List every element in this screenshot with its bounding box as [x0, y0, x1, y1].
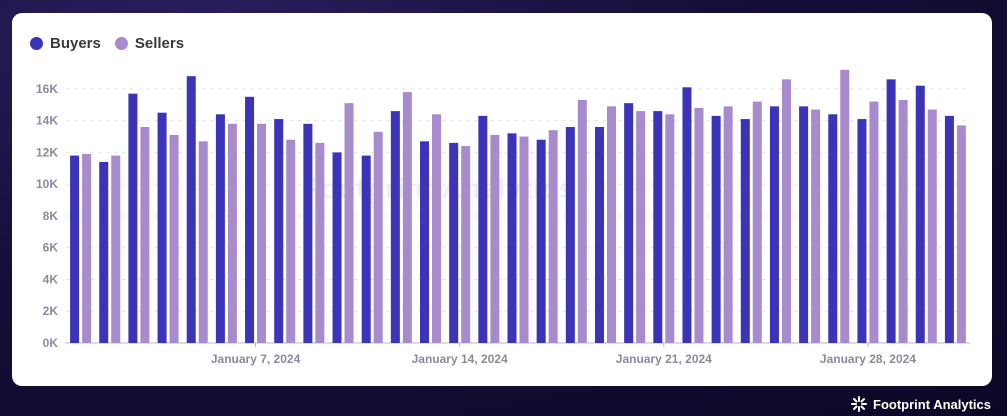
- bar-sellers[interactable]: [198, 141, 208, 343]
- bar-buyers[interactable]: [653, 111, 663, 343]
- bar-sellers[interactable]: [898, 100, 908, 343]
- bar-buyers[interactable]: [799, 106, 809, 344]
- bar-buyers[interactable]: [449, 142, 459, 343]
- legend-label-sellers: Sellers: [134, 35, 185, 52]
- x-tick-label: January 7, 2024: [211, 352, 301, 366]
- bar-buyers[interactable]: [711, 115, 721, 343]
- bar-sellers[interactable]: [111, 155, 121, 343]
- chart-card: Buyers Sellers Footprint Analytics 0K2K4…: [12, 13, 992, 386]
- bar-buyers[interactable]: [624, 103, 634, 343]
- bar-sellers[interactable]: [694, 107, 704, 343]
- bar-buyers[interactable]: [682, 87, 692, 343]
- bar-buyers[interactable]: [915, 85, 925, 344]
- bar-buyers[interactable]: [944, 115, 954, 343]
- bar-sellers[interactable]: [82, 154, 92, 343]
- bar-sellers[interactable]: [577, 100, 587, 343]
- brand-name: Footprint Analytics: [873, 396, 991, 412]
- bar-sellers[interactable]: [402, 92, 412, 343]
- bar-buyers[interactable]: [420, 141, 430, 343]
- bar-buyers[interactable]: [215, 114, 225, 343]
- bar-sellers[interactable]: [723, 106, 733, 344]
- bar-buyers[interactable]: [128, 93, 138, 343]
- bar-buyers[interactable]: [70, 155, 80, 343]
- y-tick-label: 8K: [43, 209, 59, 223]
- bar-sellers[interactable]: [432, 114, 442, 343]
- x-tick-label: January 14, 2024: [412, 352, 508, 366]
- bar-buyers[interactable]: [245, 96, 255, 343]
- bar-sellers[interactable]: [257, 123, 267, 343]
- bar-sellers[interactable]: [140, 127, 150, 343]
- bar-sellers[interactable]: [752, 101, 762, 344]
- bar-sellers[interactable]: [781, 79, 791, 344]
- legend: Buyers Sellers: [30, 35, 184, 52]
- bar-sellers[interactable]: [227, 123, 237, 343]
- bar-sellers[interactable]: [344, 103, 354, 343]
- bar-buyers[interactable]: [186, 76, 196, 344]
- y-tick-label: 4K: [43, 272, 59, 286]
- bar-sellers[interactable]: [373, 131, 383, 343]
- bar-sellers[interactable]: [490, 134, 500, 343]
- legend-label-buyers: Buyers: [50, 35, 101, 52]
- bar-buyers[interactable]: [332, 152, 342, 343]
- bar-sellers[interactable]: [927, 109, 937, 343]
- bar-buyers[interactable]: [886, 79, 896, 344]
- sparkle-icon: [851, 396, 868, 412]
- bar-sellers[interactable]: [840, 69, 850, 343]
- y-tick-label: 10K: [36, 177, 58, 191]
- y-tick-label: 14K: [36, 114, 58, 128]
- bar-buyers[interactable]: [478, 115, 488, 343]
- legend-dot-buyers: [30, 37, 43, 50]
- bar-buyers[interactable]: [565, 127, 575, 343]
- bar-sellers[interactable]: [315, 142, 325, 343]
- bar-buyers[interactable]: [361, 155, 371, 343]
- bar-buyers[interactable]: [594, 127, 604, 343]
- bar-sellers[interactable]: [606, 106, 616, 344]
- y-tick-label: 12K: [36, 145, 58, 159]
- bar-buyers[interactable]: [274, 119, 284, 343]
- y-tick-label: 0K: [43, 336, 59, 350]
- bar-buyers[interactable]: [740, 119, 750, 343]
- bar-buyers[interactable]: [390, 111, 400, 343]
- bar-sellers[interactable]: [956, 125, 966, 343]
- bar-sellers[interactable]: [665, 114, 675, 343]
- legend-dot-sellers: [114, 37, 128, 50]
- bar-sellers[interactable]: [811, 109, 821, 343]
- legend-item-buyers[interactable]: Buyers: [30, 35, 101, 52]
- bar-sellers[interactable]: [286, 139, 296, 343]
- bar-sellers[interactable]: [169, 134, 179, 343]
- bar-buyers[interactable]: [303, 123, 313, 343]
- bar-buyers[interactable]: [536, 139, 546, 343]
- x-tick-label: January 21, 2024: [616, 352, 712, 366]
- y-tick-label: 6K: [43, 241, 59, 255]
- bar-sellers[interactable]: [548, 130, 558, 343]
- bar-chart: 0K 2K 4K 6K 8K 10K 12K 14K 16K January 7, 2024 Jan…: [36, 69, 970, 366]
- bar-buyers[interactable]: [99, 161, 109, 343]
- brand-logo: Footprint Analytics: [851, 396, 991, 412]
- bar-buyers[interactable]: [857, 119, 867, 343]
- bar-buyers[interactable]: [828, 114, 838, 343]
- y-tick-label: 2K: [43, 304, 59, 318]
- bar-sellers[interactable]: [461, 146, 471, 343]
- bar-buyers[interactable]: [769, 106, 779, 344]
- legend-item-sellers[interactable]: Sellers: [114, 35, 185, 52]
- bar-sellers[interactable]: [869, 101, 879, 344]
- x-tick-label: January 28, 2024: [820, 352, 916, 366]
- bar-sellers[interactable]: [519, 136, 529, 343]
- bar-sellers[interactable]: [636, 111, 646, 343]
- bar-buyers[interactable]: [157, 112, 167, 344]
- bar-buyers[interactable]: [507, 133, 517, 343]
- y-tick-label: 16K: [36, 82, 58, 96]
